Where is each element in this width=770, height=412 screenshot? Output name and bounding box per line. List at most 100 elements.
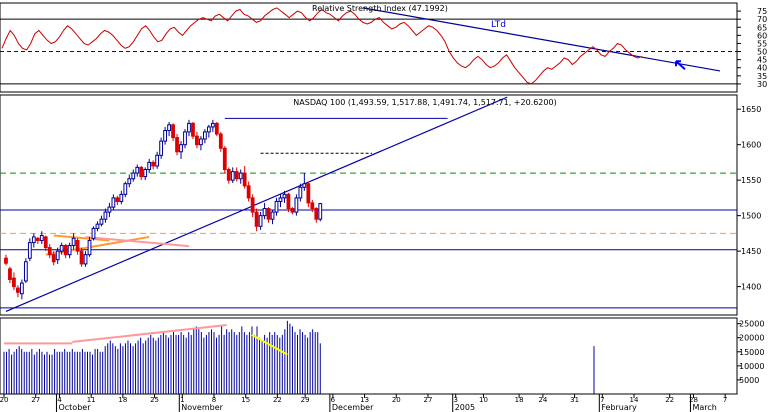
day-tick-label-9: 22: [273, 396, 282, 404]
rsi-ytick-label-7: 65: [757, 23, 767, 32]
day-tick-label-23: 28: [689, 396, 698, 404]
candle-body-72: [290, 208, 295, 213]
candle-body-3: [16, 287, 20, 293]
candle-body-51: [206, 126, 211, 133]
candle-body-17: [71, 237, 76, 246]
candle-body-32: [131, 172, 136, 180]
candle-body-41: [167, 124, 171, 131]
candle-body-29: [119, 193, 124, 202]
candle-body-1: [8, 268, 12, 281]
day-tick-label-1: 27: [31, 396, 40, 404]
day-tick-label-20: 7: [600, 396, 604, 404]
candle-body-65: [262, 208, 267, 217]
price-frame: [0, 94, 738, 316]
candle-body-78: [314, 208, 319, 220]
candle-body-73: [294, 197, 299, 213]
candle-body-71: [286, 193, 291, 210]
rsi-arrow-icon: [675, 60, 686, 71]
candle-body-15: [63, 244, 68, 256]
candle-body-39: [159, 140, 164, 156]
day-tick-label-14: 27: [424, 396, 433, 404]
candle-body-25: [103, 211, 108, 220]
candle-body-57: [230, 171, 235, 181]
day-tick-label-0: 20: [0, 396, 8, 404]
candle-body-6: [27, 242, 32, 259]
rsi-frame: [0, 2, 738, 93]
date-axis: 20 27 4 11 18 25 1 8 15 22 29 6 13 20 27 3 10 18 24 31 7 14 22…: [0, 394, 727, 412]
rsi-series-line: [1, 7, 643, 85]
volume-frame: [0, 317, 738, 395]
candle-body-42: [171, 124, 175, 139]
price-ytick-label-4: 1600: [741, 141, 761, 150]
day-tick-label-13: 20: [392, 396, 401, 404]
month-label-1: November: [181, 403, 223, 412]
candle-body-0: [4, 257, 8, 264]
volume-ytick-label-3: 20000: [739, 334, 764, 343]
month-label-4: February: [601, 403, 637, 412]
month-label-2: December: [332, 403, 374, 412]
price-ytick-label-0: 1400: [741, 283, 761, 292]
candle-body-59: [238, 172, 243, 180]
candle-body-35: [143, 169, 148, 178]
candle-body-30: [123, 183, 128, 195]
volume-trendline-2: [251, 334, 288, 356]
candle-body-23: [95, 223, 100, 229]
rsi-ytick-label-0: 30: [757, 80, 767, 89]
candle-body-8: [35, 237, 40, 241]
candle-body-54: [218, 133, 223, 149]
candle-body-18: [75, 239, 80, 252]
candle-body-9: [39, 235, 44, 241]
rsi-ytick-label-2: 40: [757, 64, 767, 73]
price-trendline-0: [5, 96, 508, 313]
day-tick-label-24: 7: [723, 396, 727, 404]
candle-body-53: [214, 122, 219, 135]
rsi-ytick-label-5: 55: [757, 39, 767, 48]
price-trendline-3: [85, 235, 190, 248]
day-tick-label-7: 8: [212, 396, 216, 404]
candle-body-40: [163, 129, 168, 142]
candle-body-26: [107, 206, 112, 213]
candle-body-13: [55, 250, 60, 261]
candle-body-31: [127, 178, 132, 185]
candle-body-14: [59, 244, 64, 252]
candle-body-66: [266, 208, 271, 220]
rsi-ytick-label-9: 75: [757, 7, 767, 16]
candle-body-33: [135, 166, 140, 174]
month-label-3: 2005: [455, 403, 475, 412]
candle-body-52: [210, 122, 215, 128]
candle-body-45: [183, 131, 187, 146]
volume-trendline-1: [72, 324, 227, 343]
candle-body-22: [91, 227, 96, 239]
candle-body-4: [19, 282, 24, 295]
volume-ytick-label-1: 10000: [739, 362, 764, 371]
candle-body-67: [270, 211, 275, 220]
price-ytick-label-2: 1500: [741, 212, 761, 221]
candle-body-44: [179, 144, 183, 153]
candle-body-37: [151, 161, 156, 167]
candle-body-20: [83, 254, 88, 265]
candle-body-27: [111, 197, 116, 208]
candle-body-61: [246, 185, 251, 199]
day-tick-label-19: 31: [570, 396, 579, 404]
candle-body-49: [199, 138, 203, 146]
candle-body-24: [99, 218, 104, 225]
candle-body-28: [115, 197, 120, 202]
price-trendline-2: [53, 234, 110, 242]
price-ytick-label-5: 1650: [741, 105, 761, 114]
candle-body-11: [47, 247, 52, 256]
candle-body-5: [23, 261, 28, 282]
candle-body-19: [79, 250, 84, 265]
rsi-ytick-label-6: 60: [757, 31, 767, 40]
month-label-5: March: [692, 403, 716, 412]
candle-body-2: [12, 277, 16, 288]
candle-body-55: [222, 147, 227, 171]
day-tick-label-17: 18: [515, 396, 524, 404]
candle-body-64: [258, 215, 263, 227]
day-tick-label-6: 1: [180, 396, 184, 404]
candle-body-50: [203, 131, 207, 140]
candle-body-74: [298, 186, 303, 199]
day-tick-label-3: 11: [87, 396, 96, 404]
